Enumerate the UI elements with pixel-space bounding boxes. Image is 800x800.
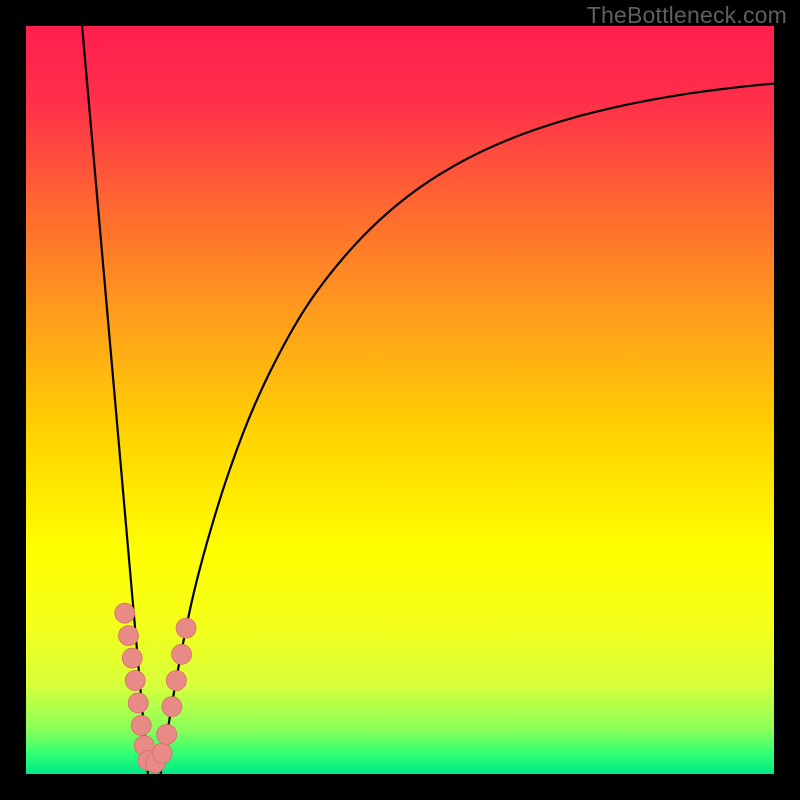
data-marker	[122, 648, 142, 668]
data-marker	[118, 626, 138, 646]
chart-svg	[26, 26, 774, 774]
plot-area	[26, 26, 774, 774]
data-marker	[157, 724, 177, 744]
data-marker	[172, 644, 192, 664]
data-marker	[131, 715, 151, 735]
data-marker	[166, 671, 186, 691]
data-marker	[115, 603, 135, 623]
data-marker	[125, 671, 145, 691]
data-marker	[152, 743, 172, 763]
chart-frame: TheBottleneck.com	[0, 0, 800, 800]
data-marker	[162, 697, 182, 717]
watermark-text: TheBottleneck.com	[587, 2, 787, 29]
data-marker	[176, 618, 196, 638]
data-marker	[128, 693, 148, 713]
